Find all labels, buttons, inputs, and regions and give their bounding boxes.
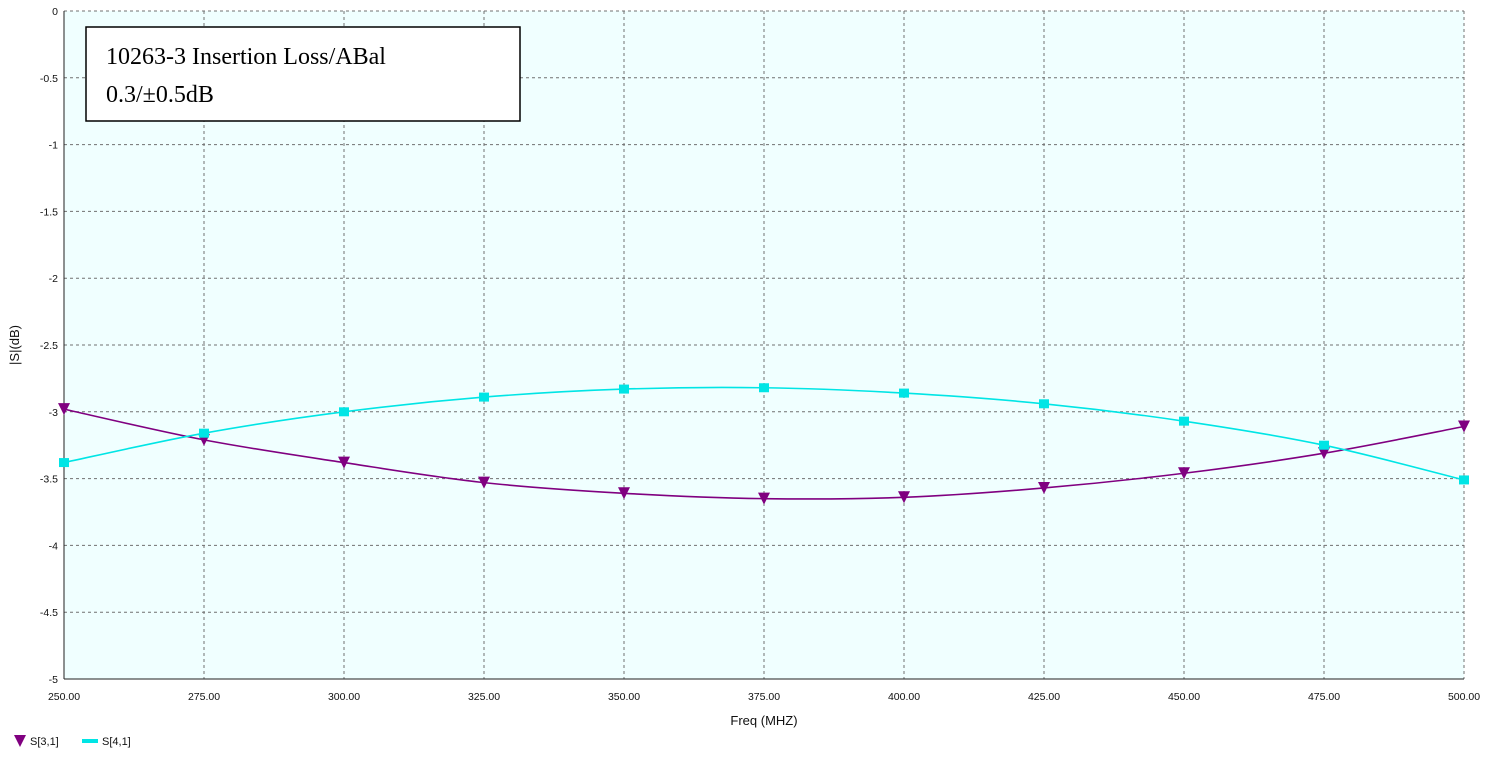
y-tick-label: -1 — [49, 140, 58, 152]
y-tick-label: -2.5 — [40, 340, 58, 352]
y-axis-title: |S|(dB) — [7, 325, 22, 365]
x-tick-label: 250.00 — [48, 691, 80, 703]
x-tick-label: 325.00 — [468, 691, 500, 703]
y-tick-label: -0.5 — [40, 73, 58, 85]
data-point — [1319, 440, 1329, 450]
data-point — [479, 392, 489, 402]
y-tick-label: -5 — [49, 674, 58, 686]
y-tick-label: -3 — [49, 407, 58, 419]
x-tick-label: 400.00 — [888, 691, 920, 703]
x-tick-label: 450.00 — [1168, 691, 1200, 703]
series-layer — [58, 383, 1470, 505]
data-point — [1459, 475, 1469, 485]
y-tick-label: -2 — [49, 273, 58, 285]
legend-item-2[interactable]: S[4,1] — [82, 736, 131, 748]
data-point — [898, 491, 910, 504]
x-tick-label: 375.00 — [748, 691, 780, 703]
x-tick-label: 500.00 — [1448, 691, 1480, 703]
y-tick-label: -1.5 — [40, 206, 58, 218]
y-tick-label: -4.5 — [40, 607, 58, 619]
annotation-line-1: 10263-3 Insertion Loss/ABal — [106, 44, 386, 70]
data-point — [1178, 467, 1190, 480]
data-point — [1179, 416, 1189, 426]
data-point — [59, 458, 69, 468]
y-tick-labels: 0 -0.5 -1 -1.5 -2 -2.5 -3 -3.5 -4 -4.5 -5 — [40, 6, 58, 686]
data-point — [758, 492, 770, 505]
x-tick-label: 475.00 — [1308, 691, 1340, 703]
legend-label: S[4,1] — [102, 736, 131, 748]
series-2 — [59, 383, 1469, 485]
x-tick-label: 275.00 — [188, 691, 220, 703]
annotation-line-2: 0.3/±0.5dB — [106, 82, 214, 108]
x-tick-label: 425.00 — [1028, 691, 1060, 703]
x-tick-label: 350.00 — [608, 691, 640, 703]
x-axis-title: Freq (MHZ) — [730, 713, 797, 728]
data-point — [478, 476, 490, 489]
data-point — [339, 407, 349, 417]
data-point — [618, 487, 630, 500]
data-point — [899, 388, 909, 398]
legend-swatch — [82, 739, 98, 743]
annotation-box: 10263-3 Insertion Loss/ABal 0.3/±0.5dB — [85, 26, 521, 122]
data-point — [1318, 447, 1330, 460]
y-tick-label: 0 — [52, 6, 58, 18]
x-tick-label: 300.00 — [328, 691, 360, 703]
y-tick-label: -3.5 — [40, 474, 58, 486]
legend[interactable]: S[3,1] S[4,1] — [14, 735, 131, 748]
data-point — [58, 403, 70, 416]
data-point — [338, 456, 350, 469]
x-tick-labels: 250.00 275.00 300.00 325.00 350.00 375.00 400.… — [48, 691, 1480, 703]
legend-swatch — [14, 735, 26, 747]
data-point — [1039, 399, 1049, 409]
data-point — [759, 383, 769, 393]
data-point — [1038, 481, 1050, 494]
data-point — [199, 428, 209, 438]
data-point — [1458, 420, 1470, 433]
legend-label: S[3,1] — [30, 736, 59, 748]
legend-item-1[interactable]: S[3,1] — [14, 735, 59, 748]
y-tick-label: -4 — [49, 540, 58, 552]
data-point — [619, 384, 629, 394]
axes — [63, 11, 1464, 680]
